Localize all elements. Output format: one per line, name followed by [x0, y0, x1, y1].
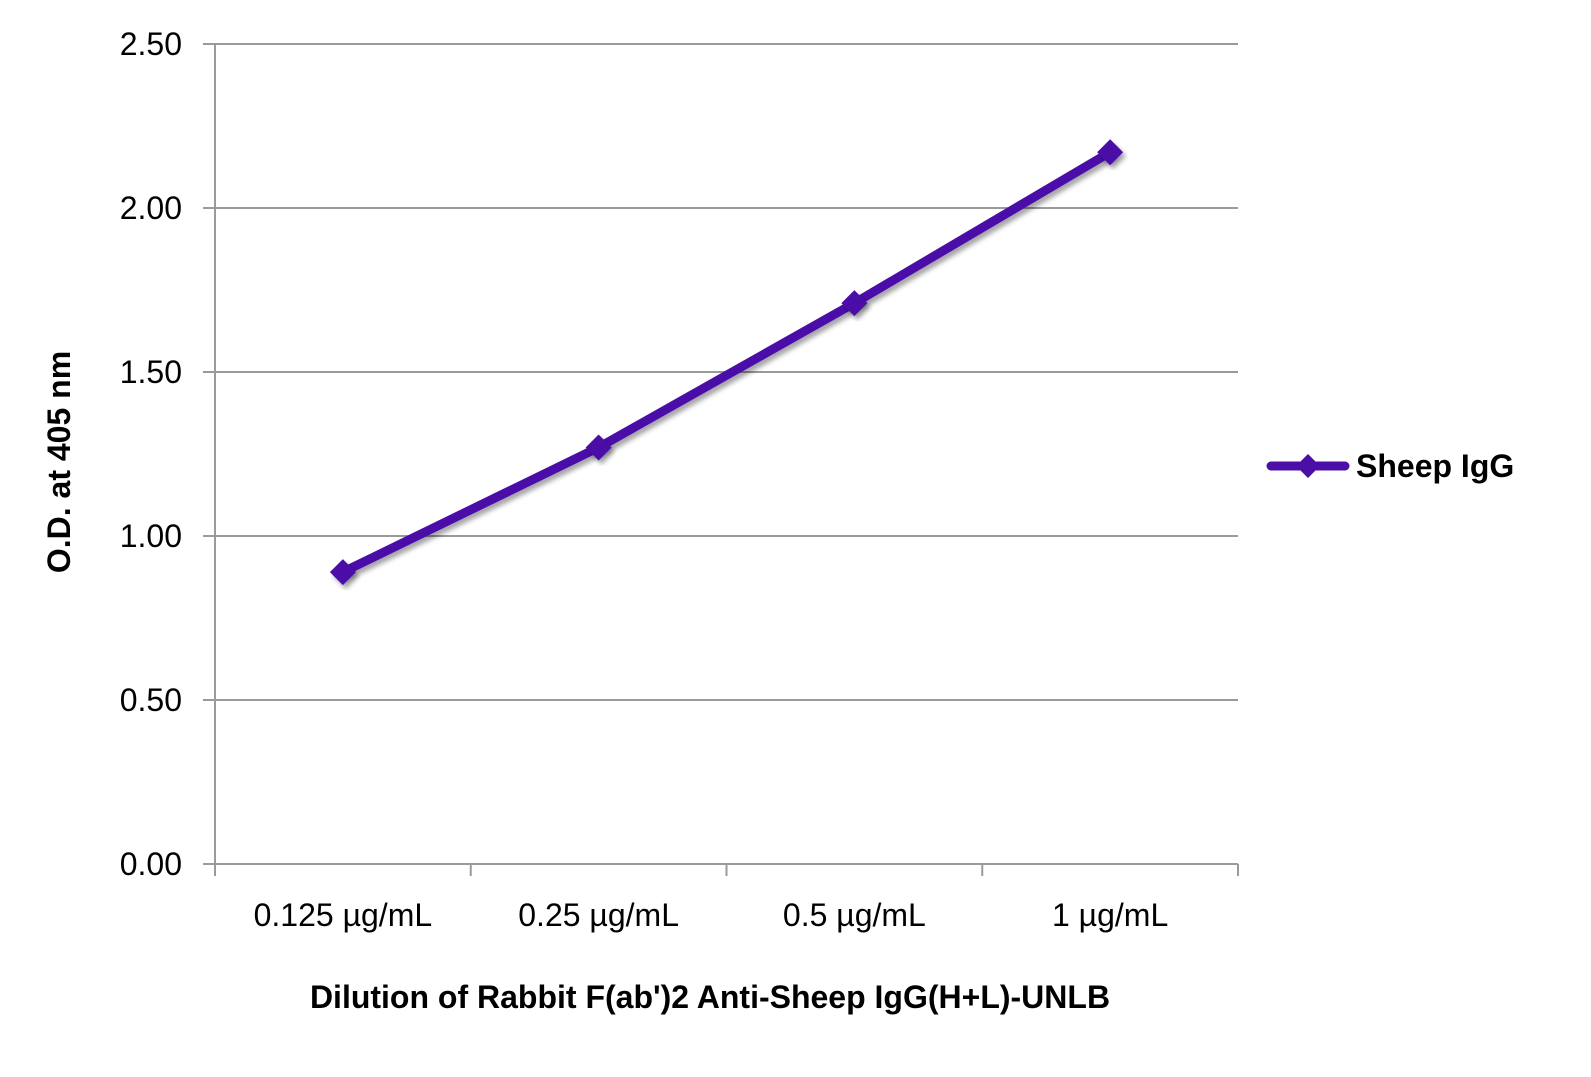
x-tick-label: 0.125 µg/mL — [254, 897, 433, 933]
y-axis-title: O.D. at 405 nm — [41, 351, 77, 573]
x-tick-label: 1 µg/mL — [1052, 897, 1168, 933]
legend: Sheep IgG — [1266, 448, 1514, 484]
y-tick-label: 2.00 — [120, 190, 182, 226]
legend-label: Sheep IgG — [1356, 448, 1514, 484]
data-point-marker — [585, 434, 612, 461]
x-axis-title: Dilution of Rabbit F(ab')2 Anti-Sheep Ig… — [310, 979, 1110, 1015]
x-tick-label: 0.5 µg/mL — [783, 897, 926, 933]
x-tick-label: 0.25 µg/mL — [518, 897, 679, 933]
series-group — [329, 139, 1124, 586]
labels: O.D. at 405 nm Dilution of Rabbit F(ab')… — [41, 26, 1168, 1015]
axes — [214, 44, 1239, 876]
y-tick-label: 0.00 — [120, 846, 182, 882]
y-tick-label: 1.00 — [120, 518, 182, 554]
y-tick-label: 2.50 — [120, 26, 182, 62]
series-line — [338, 147, 1115, 577]
data-point-marker — [329, 559, 356, 586]
y-tick-label: 0.50 — [120, 682, 182, 718]
y-tick-label: 1.50 — [120, 354, 182, 390]
data-point-marker — [841, 290, 868, 317]
data-point-marker — [1097, 139, 1124, 166]
legend-diamond-marker — [1296, 454, 1320, 478]
